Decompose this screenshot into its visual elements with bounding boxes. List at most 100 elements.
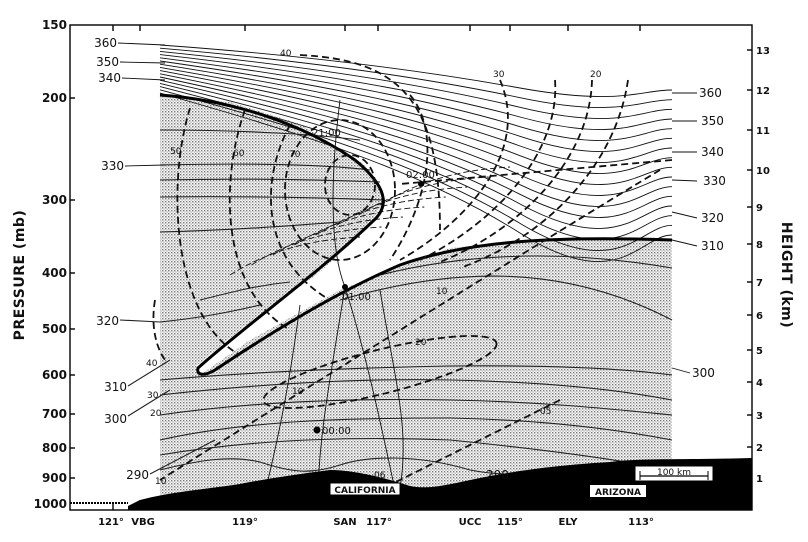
isotach-label: 20 [415,338,427,348]
theta-label-left: 290 [126,468,149,482]
pressure-tick: 1000 [34,497,67,511]
theta-leaders [117,42,698,374]
height-tick: 7 [756,278,763,289]
isentrope-line [159,82,673,229]
isotach-label: 06 [374,471,386,481]
isentrope-line [159,54,673,130]
time-label: 21:00 [312,128,341,139]
pressure-tick: 600 [42,368,67,382]
x-label: 119° [232,517,258,528]
isotach-label: 20 [590,70,602,80]
x-label: 117° [366,517,392,528]
height-tick: 9 [756,203,763,214]
trajectory-point [313,426,321,434]
height-tick: 13 [756,46,770,57]
pressure-axis-title: PRESSURE (mb) [12,210,28,341]
isotach-label: 10 [436,287,448,297]
isotach-lines [152,54,673,491]
x-label: ELY [559,517,579,528]
isotach-label: 10 [155,477,167,487]
pressure-tick: 500 [42,322,67,336]
isentrope-line [159,50,673,119]
theta-label-bottom: 290 [486,468,509,482]
isentrope-line [159,66,673,174]
isotach-label: 60 [233,149,245,159]
theta-label-left: 330 [101,159,124,173]
isotach-label: 30 [147,391,159,401]
california-label-box [329,482,401,496]
height-tick-labels: 13 12 11 10 9 8 7 6 5 4 3 2 1 [756,46,770,485]
isotach-label: 05 [540,407,551,417]
trajectory-point [342,284,348,290]
isotach-label: 10 [292,387,304,397]
theta-label-right: 350 [701,114,724,128]
fold-isentrope-line [336,186,468,226]
arizona-label-box [590,485,646,497]
height-tick: 11 [756,126,770,137]
pressure-tick: 150 [42,18,67,32]
isentrope-line [159,73,673,196]
isentrope-line [159,63,673,163]
pressure-tick: 300 [42,193,67,207]
trajectory-points [313,181,424,434]
theta-label-right: 360 [699,86,722,100]
scale-bar-label: 100 km [657,468,691,478]
isotach-label: 40 [280,49,292,59]
theta-label-left: 350 [96,55,119,69]
height-tick: 1 [756,474,763,485]
isotach-label: 30 [493,70,505,80]
height-tick: 12 [756,86,770,97]
pressure-tick: 800 [42,441,67,455]
fold-isentrope-line [294,206,425,246]
height-tick: 10 [756,166,770,177]
x-axis-labels: 121° VBG 119° SAN 117° UCC 115° ELY 113° [98,517,654,528]
pressure-tick: 900 [42,471,67,485]
fold-isentrope-line [229,236,361,276]
theta-label-left: 360 [94,36,117,50]
isentrope-line [159,70,673,185]
trajectory-point [418,181,424,187]
scale-bar-box [634,465,714,482]
x-label: UCC [459,517,482,528]
fold-isentrope-line [315,196,446,236]
height-tick: 4 [756,378,763,389]
height-tick: 3 [756,411,763,422]
pressure-tick: 200 [42,91,67,105]
theta-label-left: 310 [104,380,127,394]
isotach-label: 20 [150,409,162,419]
plot-frame [69,24,753,511]
theta-label-right: 330 [703,174,726,188]
fold-isentrope-line [379,166,511,206]
height-tick: 5 [756,346,763,357]
theta-label-right: 310 [701,239,724,253]
isentrope-line [159,44,673,97]
x-label: SAN [333,517,356,528]
isentrope-line [159,92,673,262]
axis-ticks [70,25,752,510]
tropospheric-isentropes [119,129,673,475]
isotach-label: 40 [146,359,158,369]
arizona-label: ARIZONA [595,488,641,498]
theta-label-right: 300 [692,366,715,380]
isentrope-lines [159,44,673,276]
california-label: CALIFORNIA [334,486,395,496]
theta-label-left: 340 [98,71,121,85]
isentrope-line [159,60,673,152]
pressure-tick: 400 [42,266,67,280]
tropopause-fold-line [159,93,673,376]
isentrope-line [159,76,673,207]
height-tick: 8 [756,240,763,251]
time-label: 02:00 [406,170,435,181]
isentrope-line [159,47,673,108]
isotach-label: 50 [170,147,182,157]
x-label: 115° [497,517,523,528]
time-label: 01:00 [342,292,371,303]
theta-label-left: 300 [104,412,127,426]
x-label: VBG [131,517,155,528]
isentrope-line [159,79,673,218]
isotach-label: 70 [289,150,301,160]
isentrope-line [159,57,673,141]
pressure-tick-labels: 150 200 300 400 500 600 700 800 900 1000 [34,18,67,511]
